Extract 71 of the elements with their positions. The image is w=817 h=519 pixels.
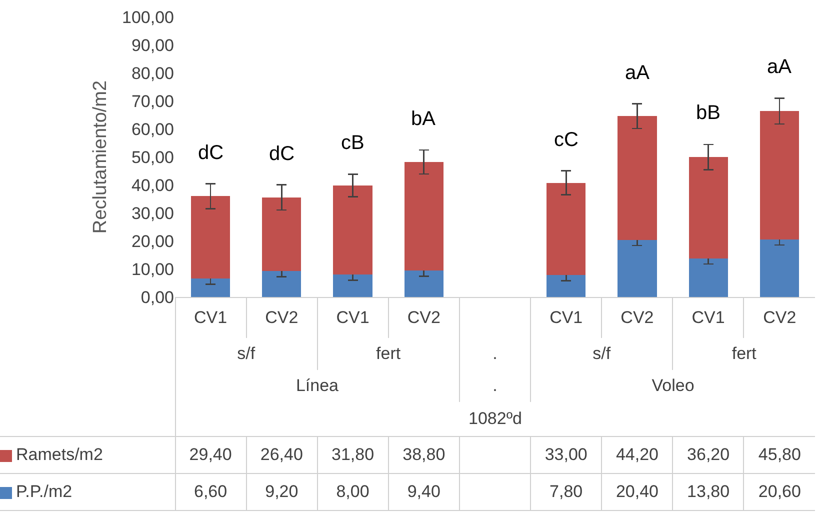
data-label: 8,00: [317, 474, 388, 510]
data-label: 6,60: [175, 474, 246, 510]
annotation: aA: [625, 62, 650, 84]
text: Línea: [175, 370, 460, 402]
x-tick-label: CV2: [388, 298, 460, 338]
x-tick-label: CV1: [530, 298, 602, 338]
legend-label: Ramets/m2: [0, 436, 175, 474]
text: fert: [672, 338, 815, 370]
bar: [262, 197, 302, 272]
y-tick-label: 70,00: [131, 92, 174, 111]
bar: [688, 157, 728, 258]
text: .: [459, 370, 531, 402]
x-tick-label: CV1: [317, 298, 388, 338]
data-label: 9,20: [246, 474, 318, 510]
data-label: 13,80: [672, 474, 744, 510]
data-label: 38,80: [388, 436, 460, 474]
data-label: 31,80: [317, 436, 388, 474]
data-label: 36,20: [672, 436, 744, 474]
bar: [333, 274, 372, 297]
y-tick-label: 40,00: [131, 176, 174, 195]
bar: [191, 278, 230, 297]
y-tick-label: 100,00: [122, 8, 174, 27]
bar: [546, 275, 586, 297]
annotation: aA: [767, 56, 792, 78]
annotation: cC: [554, 129, 578, 151]
bar: [333, 186, 372, 275]
x-tick-label: CV2: [602, 298, 673, 338]
data-label: 9,40: [388, 474, 460, 510]
annotation: bA: [411, 108, 436, 130]
y-tick-label: 20,00: [131, 232, 174, 251]
annotation: dC: [269, 143, 295, 165]
bar: [760, 239, 799, 297]
data-label: 20,40: [602, 474, 673, 510]
annotation: cB: [341, 132, 364, 154]
data-label: 44,20: [602, 436, 673, 474]
y-tick-label: 50,00: [131, 148, 174, 167]
x-tick-label: CV1: [672, 298, 744, 338]
data-label: 26,40: [246, 436, 318, 474]
y-tick-label: 10,00: [131, 260, 174, 279]
bar: [760, 111, 799, 240]
y-tick-label: 80,00: [131, 64, 174, 83]
bar: [618, 116, 657, 240]
bar: [404, 270, 444, 297]
x-tick-label: CV2: [744, 298, 815, 338]
text: 1082ºd: [175, 402, 815, 436]
text: s/f: [530, 338, 673, 370]
y-tick-label: 30,00: [131, 204, 174, 223]
x-tick-label: CV2: [246, 298, 318, 338]
bar: [688, 258, 728, 297]
legend-label: P.P./m2: [0, 474, 175, 510]
annotation: bB: [696, 102, 720, 124]
y-tick-label: 90,00: [131, 36, 174, 55]
bar: [546, 182, 586, 276]
bar: [262, 271, 302, 297]
data-label: 33,00: [530, 436, 602, 474]
bar: [191, 196, 230, 279]
data-label: 7,80: [530, 474, 602, 510]
text: s/f: [175, 338, 318, 370]
text: .: [459, 338, 531, 370]
y-axis-title: Reclutamiento/m2: [90, 80, 111, 234]
data-label: 45,80: [744, 436, 815, 474]
data-label: 29,40: [175, 436, 246, 474]
x-tick-label: CV1: [175, 298, 246, 338]
data-label: 20,60: [744, 474, 815, 510]
y-tick-label: 0,00: [140, 288, 174, 307]
text: fert: [317, 338, 460, 370]
bar: [618, 240, 657, 297]
bar: [404, 162, 444, 271]
annotation: dC: [198, 142, 224, 164]
y-tick-label: 60,00: [131, 120, 174, 139]
text: Voleo: [530, 370, 815, 402]
